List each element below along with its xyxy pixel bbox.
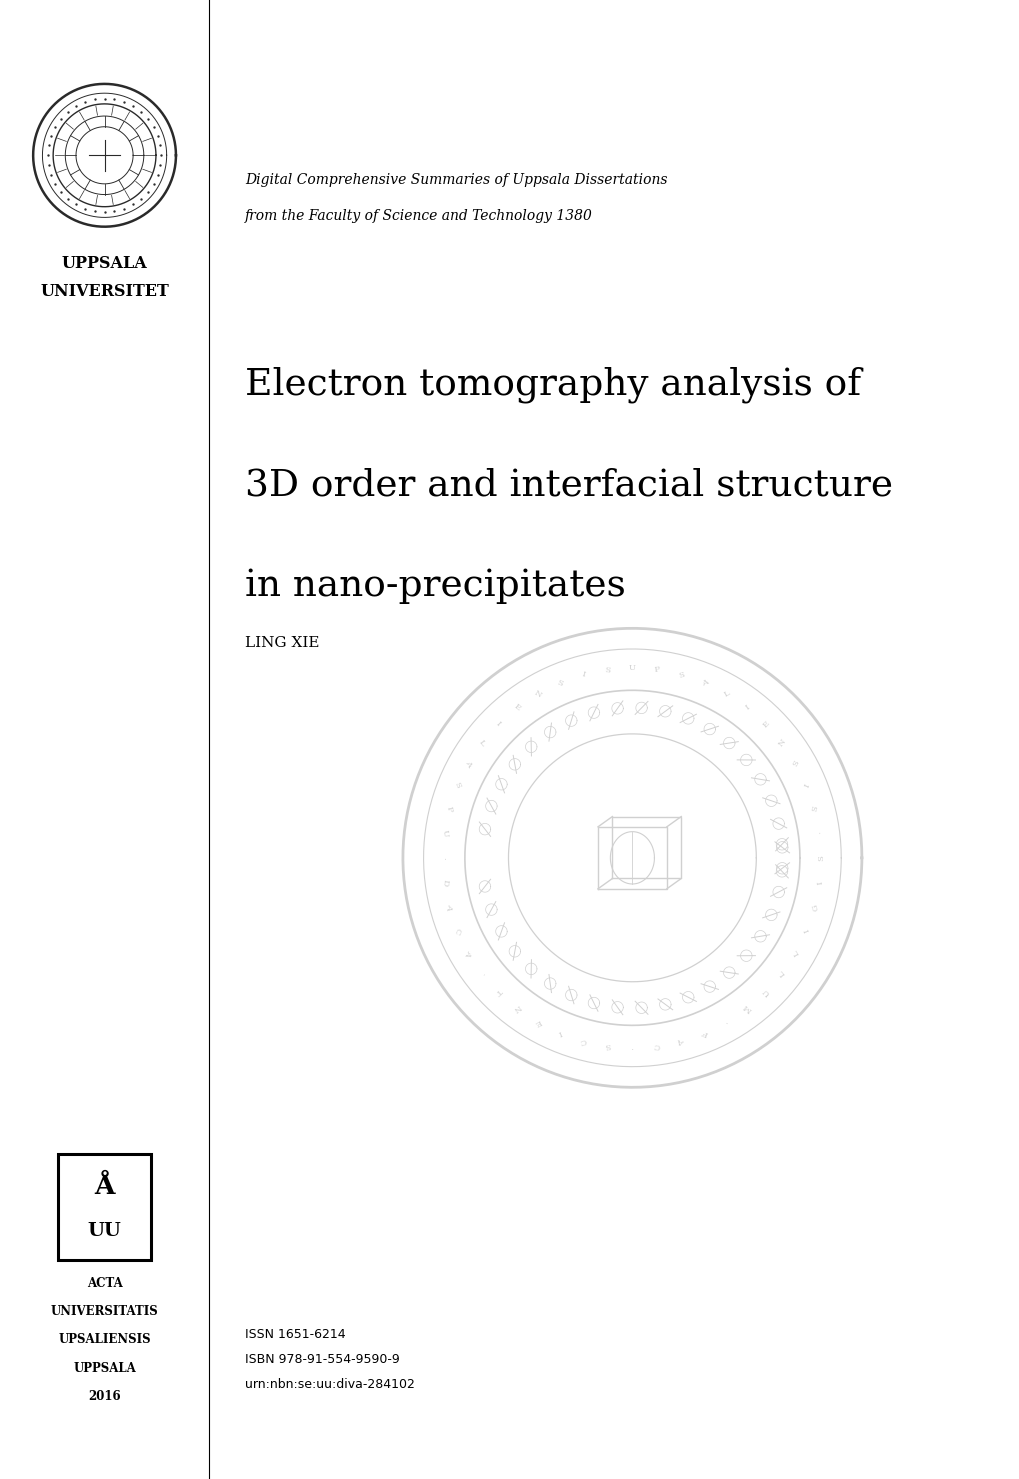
Text: L: L (791, 948, 801, 957)
Text: UNIVERSITET: UNIVERSITET (40, 282, 169, 300)
Text: Electron tomography analysis of: Electron tomography analysis of (245, 367, 860, 402)
Text: I: I (580, 670, 586, 679)
Text: N: N (776, 737, 788, 748)
Text: P: P (444, 805, 453, 812)
Text: S: S (555, 677, 564, 688)
Text: E: E (533, 1016, 542, 1026)
Text: S: S (791, 759, 801, 768)
Text: A: A (463, 759, 473, 768)
Text: M: M (741, 1003, 753, 1013)
Text: 3D order and interfacial structure: 3D order and interfacial structure (245, 467, 892, 503)
Text: urn:nbn:se:uu:diva-284102: urn:nbn:se:uu:diva-284102 (245, 1378, 415, 1390)
Text: U: U (760, 986, 770, 997)
Text: U: U (440, 830, 448, 837)
Text: L: L (477, 738, 487, 747)
Text: I: I (494, 720, 502, 728)
Text: S: S (677, 670, 685, 679)
Text: S: S (603, 1041, 610, 1050)
Text: ·: · (478, 970, 486, 976)
Text: E: E (760, 719, 770, 729)
Text: A: A (700, 677, 708, 688)
Text: 2016: 2016 (89, 1390, 120, 1402)
Text: UPSALIENSIS: UPSALIENSIS (58, 1334, 151, 1346)
Text: I: I (802, 782, 811, 788)
Text: L: L (776, 969, 787, 978)
Text: S: S (603, 666, 610, 674)
Text: S: S (452, 781, 462, 790)
Text: P: P (653, 666, 659, 674)
Text: LING XIE: LING XIE (245, 636, 319, 651)
Text: I: I (815, 880, 823, 884)
Text: S: S (817, 855, 825, 861)
Text: S: S (810, 805, 819, 812)
Text: Digital Comprehensive Summaries of Uppsala Dissertations: Digital Comprehensive Summaries of Uppsa… (245, 173, 666, 188)
Text: UNIVERSITATIS: UNIVERSITATIS (51, 1306, 158, 1318)
Text: I: I (743, 704, 751, 711)
Text: UU: UU (88, 1222, 121, 1239)
Text: N: N (512, 1003, 522, 1013)
Text: C: C (452, 926, 462, 935)
Text: I: I (802, 927, 811, 933)
Text: D: D (440, 879, 448, 886)
Text: A: A (677, 1037, 685, 1046)
Text: C: C (579, 1035, 587, 1046)
Text: A: A (463, 948, 473, 957)
Text: ·: · (815, 831, 823, 836)
Text: G: G (810, 902, 819, 911)
Text: ·: · (438, 856, 446, 859)
Text: I: I (556, 1028, 562, 1037)
Text: L: L (721, 689, 731, 698)
Text: ISBN 978-91-554-9590-9: ISBN 978-91-554-9590-9 (245, 1353, 399, 1365)
Text: ISSN 1651-6214: ISSN 1651-6214 (245, 1328, 345, 1340)
Text: UPPSALA: UPPSALA (61, 254, 148, 272)
Text: A: A (444, 902, 453, 911)
Text: Å: Å (94, 1174, 115, 1198)
Text: U: U (629, 664, 635, 673)
Text: C: C (653, 1041, 660, 1050)
Text: UPPSALA: UPPSALA (73, 1362, 136, 1374)
Text: from the Faculty of Science and Technology 1380: from the Faculty of Science and Technolo… (245, 209, 592, 223)
Text: N: N (532, 689, 542, 700)
Bar (57, 1154, 151, 1260)
Text: ·: · (631, 1043, 633, 1052)
Text: E: E (512, 703, 522, 713)
Text: in nano-precipitates: in nano-precipitates (245, 568, 625, 603)
Text: F: F (700, 1028, 708, 1038)
Text: ·: · (723, 1018, 730, 1026)
Text: T: T (493, 986, 502, 997)
Text: ACTA: ACTA (87, 1278, 122, 1290)
